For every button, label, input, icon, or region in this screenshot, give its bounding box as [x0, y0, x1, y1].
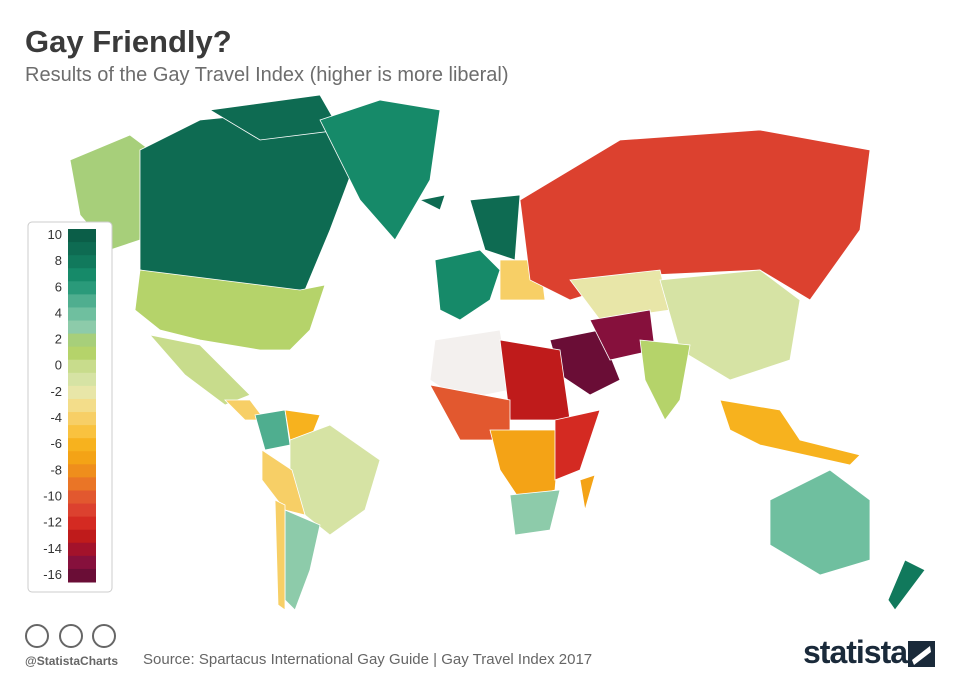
legend-swatch	[68, 516, 96, 531]
brand: statista	[803, 634, 908, 670]
legend-swatch	[68, 333, 96, 348]
legend-swatch	[68, 568, 96, 583]
legend-swatch	[68, 242, 96, 256]
legend-swatch	[68, 307, 96, 322]
legend-swatch	[68, 320, 96, 335]
legend-label: 0	[55, 358, 62, 373]
western-europe	[434, 249, 501, 321]
title: Gay Friendly?	[25, 24, 232, 59]
argentina	[284, 509, 321, 611]
legend-swatch	[68, 503, 96, 518]
legend-label: -16	[43, 567, 62, 582]
license-icons	[25, 624, 116, 648]
canada	[139, 109, 361, 291]
legend-swatch	[68, 398, 96, 413]
source: Source: Spartacus International Gay Guid…	[143, 651, 593, 668]
legend: 10 8 6 4 2 0 -2 -4 -6 -8 -10 -12 -14 -16	[43, 227, 96, 583]
madagascar	[579, 474, 596, 511]
legend-swatch	[68, 385, 96, 400]
usa	[134, 269, 326, 351]
legend-swatch	[68, 477, 96, 491]
legend-swatch	[68, 255, 96, 269]
legend-swatch	[68, 438, 96, 452]
legend-label: 6	[55, 279, 62, 294]
legend-swatch	[68, 359, 96, 374]
legend-label: -14	[43, 541, 62, 556]
india	[639, 339, 691, 421]
handle: @StatistaCharts	[25, 654, 119, 668]
legend-label: -12	[43, 515, 62, 530]
countries	[69, 94, 926, 611]
colombia	[254, 409, 291, 451]
legend-label: 10	[48, 227, 62, 242]
legend-label: -6	[50, 436, 62, 451]
legend-swatch	[68, 451, 96, 465]
australia	[769, 469, 871, 576]
legend-swatch	[68, 555, 96, 570]
mexico	[148, 334, 251, 406]
legend-swatch	[68, 412, 96, 426]
legend-swatch	[68, 281, 96, 295]
legend-label: -4	[50, 410, 62, 425]
russia	[519, 129, 871, 301]
chile	[274, 499, 286, 611]
legend-swatch	[68, 346, 96, 361]
legend-swatch	[68, 490, 96, 505]
legend-label: -10	[43, 488, 62, 503]
iceland	[418, 194, 446, 211]
brand-logo	[908, 641, 935, 667]
legend-label: -8	[50, 462, 62, 477]
southern-africa	[509, 489, 561, 536]
central-africa	[489, 429, 561, 501]
legend-swatch	[68, 529, 96, 544]
legend-label: 4	[55, 305, 62, 320]
legend-swatch	[68, 229, 96, 243]
legend-swatch	[68, 372, 96, 387]
legend-swatch	[68, 425, 96, 439]
legend-swatch	[68, 268, 96, 282]
greenland	[319, 99, 441, 241]
east-africa	[554, 409, 601, 481]
legend-label: 2	[55, 332, 62, 347]
legend-swatch	[68, 542, 96, 557]
north-africa-east	[499, 339, 571, 421]
legend-swatch	[68, 464, 96, 478]
peru-bolivia	[261, 449, 306, 516]
subtitle: Results of the Gay Travel Index (higher …	[25, 64, 509, 86]
legend-swatch	[68, 294, 96, 308]
legend-label: -2	[50, 384, 62, 399]
southeast-asia	[719, 399, 861, 466]
legend-label: 8	[55, 253, 62, 268]
new-zealand	[887, 559, 926, 611]
